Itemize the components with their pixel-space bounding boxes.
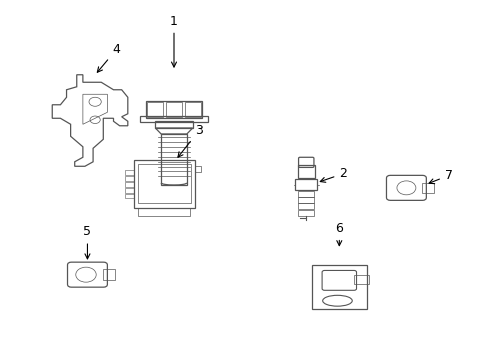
Bar	[155, 121, 192, 128]
Bar	[138, 208, 190, 216]
Bar	[298, 203, 313, 209]
Bar	[124, 170, 133, 175]
Text: 5: 5	[83, 225, 91, 259]
Bar	[297, 165, 314, 178]
Bar	[124, 194, 133, 198]
Bar	[166, 102, 182, 117]
Bar	[146, 100, 202, 118]
Bar	[295, 180, 317, 190]
Bar	[353, 275, 368, 284]
Bar	[124, 176, 133, 181]
Bar	[298, 191, 313, 197]
Text: 4: 4	[97, 43, 120, 72]
Bar	[184, 102, 200, 117]
Text: 2: 2	[320, 167, 346, 182]
Bar	[195, 166, 201, 172]
Text: 6: 6	[335, 222, 343, 246]
Bar	[138, 164, 190, 203]
Bar	[103, 269, 115, 280]
Bar	[311, 265, 366, 309]
Bar	[140, 116, 207, 122]
Bar	[422, 183, 433, 193]
Bar	[133, 160, 195, 208]
Text: 3: 3	[178, 124, 203, 157]
Bar	[124, 182, 133, 187]
Bar	[298, 210, 313, 216]
Text: 7: 7	[428, 169, 452, 184]
Bar	[147, 102, 163, 117]
Bar	[124, 188, 133, 193]
Text: 1: 1	[170, 15, 178, 67]
Bar	[298, 197, 313, 203]
Bar	[161, 134, 186, 185]
